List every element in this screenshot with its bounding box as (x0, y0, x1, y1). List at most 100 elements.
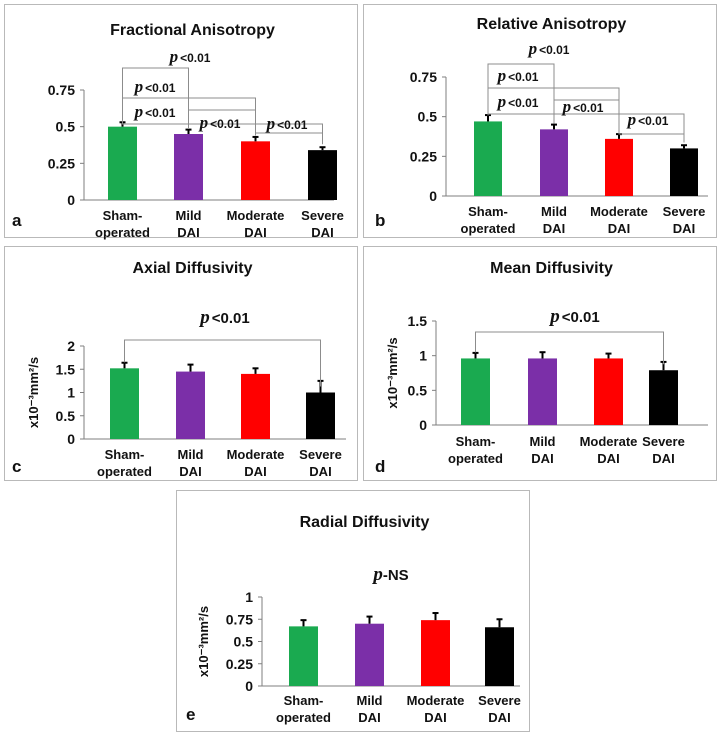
p-value-label: p-NS (371, 564, 408, 585)
panel-letter: d (375, 457, 385, 476)
p-value-label: p <0.01 (496, 92, 539, 111)
p-symbol: p (548, 306, 560, 327)
x-category-label: Severe (301, 208, 344, 223)
x-category-label: DAI (424, 710, 446, 725)
p-value-text: <0.01 (212, 310, 250, 327)
p-symbol: p (133, 102, 144, 121)
p-value-label: p <0.01 (198, 307, 249, 328)
p-value-label: p <0.01 (496, 66, 539, 85)
y-tick-label: 0 (429, 188, 437, 204)
x-category-label: Moderate (227, 447, 285, 462)
y-tick-label: 0.5 (418, 109, 438, 125)
significance-bracket (553, 99, 620, 133)
chart-title: Axial Diffusivity (132, 260, 252, 277)
chart-title: Relative Anisotropy (477, 16, 627, 33)
p-value-text: -NS (383, 567, 409, 584)
x-category-label: Mild (530, 434, 556, 449)
y-tick-label: 0.5 (234, 634, 254, 650)
bar-2 (174, 134, 203, 200)
x-category-label: Severe (299, 447, 342, 462)
y-tick-label: 0 (67, 431, 75, 447)
bar-1 (110, 368, 139, 439)
x-category-label: Moderate (580, 434, 638, 449)
p-symbol: p (561, 97, 572, 116)
p-symbol: p (626, 110, 637, 129)
y-tick-label: 2 (67, 338, 75, 354)
x-category-label: Severe (642, 434, 685, 449)
p-symbol: p (198, 307, 210, 328)
x-category-label: Sham- (456, 434, 496, 449)
p-value-text: <0.01 (180, 51, 211, 65)
bar-3 (605, 138, 633, 196)
x-category-label: operated (97, 464, 152, 479)
significance-bracket (124, 339, 321, 387)
p-symbol: p (371, 564, 383, 585)
bar-4 (308, 150, 337, 200)
significance-bracket (255, 132, 323, 145)
x-category-label: DAI (179, 464, 201, 479)
x-category-label: Moderate (227, 208, 285, 223)
x-category-label: DAI (597, 451, 619, 466)
bar-2 (355, 623, 384, 686)
x-category-label: Severe (663, 204, 706, 219)
p-symbol: p (168, 47, 179, 66)
p-value-text: <0.01 (145, 81, 176, 95)
x-category-label: Mild (178, 447, 204, 462)
chart-title: Fractional Anisotropy (110, 22, 275, 39)
x-category-label: DAI (358, 710, 380, 725)
panel-e: Radial Diffusivity 0 0.25 0.5 0.75 1 x10⁻³mm²/… (176, 490, 530, 732)
y-axis-label: x10⁻³mm²/s (385, 337, 400, 408)
p-value-text: <0.01 (508, 96, 539, 110)
p-symbol: p (527, 39, 538, 58)
p-value-text: <0.01 (277, 118, 308, 132)
panel-letter: a (12, 211, 22, 230)
panel-d: Mean Diffusivity 0 0.5 1 1.5 x10⁻³mm²/s Sham-o… (363, 246, 717, 481)
bar-4 (306, 392, 335, 439)
p-value-label: p <0.01 (265, 114, 308, 133)
y-tick-label: 0 (67, 192, 75, 208)
p-symbol: p (198, 113, 209, 132)
p-value-label: p <0.01 (133, 77, 176, 96)
p-value-text: <0.01 (145, 106, 176, 120)
x-category-label: Sham- (284, 693, 324, 708)
p-value-text: <0.01 (210, 117, 241, 131)
p-value-text: <0.01 (539, 43, 570, 57)
y-tick-label: 0 (245, 678, 253, 694)
p-value-text: <0.01 (573, 101, 604, 115)
y-tick-label: 1 (67, 385, 75, 401)
p-value-text: <0.01 (638, 114, 669, 128)
significance-bracket (475, 331, 664, 365)
chart-title: Radial Diffusivity (300, 514, 430, 531)
significance-bracket (618, 132, 685, 143)
bar-1 (461, 358, 490, 425)
p-value-text: <0.01 (508, 70, 539, 84)
p-value-text: <0.01 (562, 309, 600, 326)
x-category-label: DAI (488, 710, 510, 725)
panel-a: Fractional Anisotropy 0 0.25 0.5 0.75 Sham-op… (4, 4, 358, 240)
panel-frame (363, 4, 717, 238)
p-value-label: p <0.01 (168, 47, 211, 66)
bar-3 (241, 373, 270, 439)
bar-3 (241, 141, 270, 200)
significance-bracket (188, 109, 256, 136)
y-tick-label: 0.75 (226, 611, 253, 627)
x-category-label: Moderate (407, 693, 465, 708)
x-category-label: Mild (357, 693, 383, 708)
y-tick-label: 0.25 (226, 656, 253, 672)
bar-1 (108, 126, 137, 200)
chart-title: Mean Diffusivity (490, 260, 613, 277)
y-tick-label: 1.5 (408, 313, 428, 329)
y-tick-label: 0 (419, 417, 427, 433)
x-category-label: Mild (176, 208, 202, 223)
y-tick-label: 0.75 (410, 69, 437, 85)
p-value-label: p <0.01 (626, 110, 669, 129)
bar-2 (176, 371, 205, 439)
bar-1 (289, 626, 318, 686)
bar-4 (670, 148, 698, 196)
p-symbol: p (496, 92, 507, 111)
p-value-label: p <0.01 (133, 102, 176, 121)
panel-letter: c (12, 457, 21, 476)
x-category-label: DAI (652, 451, 674, 466)
y-tick-label: 0.5 (56, 119, 76, 135)
